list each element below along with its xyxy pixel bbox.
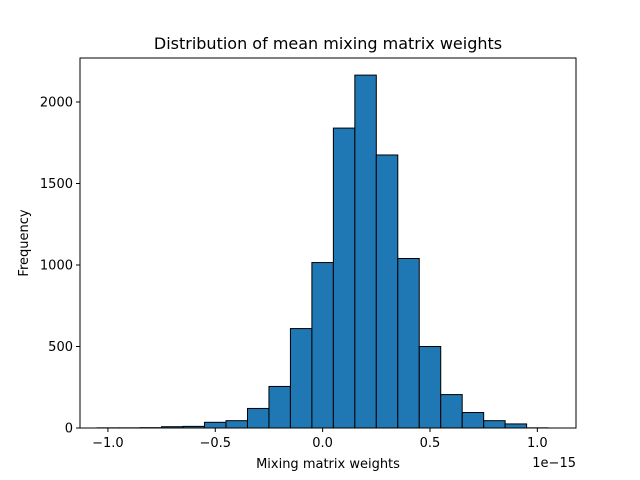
x-tick-label: 0.0 bbox=[312, 436, 333, 451]
y-tick-label: 500 bbox=[48, 340, 73, 355]
histogram-bar bbox=[483, 420, 506, 429]
chart-title: Distribution of mean mixing matrix weigh… bbox=[154, 34, 502, 53]
x-scale-offset-label: 1e−15 bbox=[532, 456, 576, 471]
x-tick-label: −0.5 bbox=[199, 436, 231, 451]
y-tick-label: 1500 bbox=[40, 177, 73, 192]
x-tick-label: −1.0 bbox=[92, 436, 124, 451]
histogram-bar bbox=[397, 257, 420, 429]
y-tick-label: 1000 bbox=[40, 259, 73, 274]
histogram-bar bbox=[375, 154, 399, 429]
y-tick-label: 0 bbox=[65, 422, 73, 437]
histogram-bar bbox=[461, 412, 485, 429]
y-tick-label: 2000 bbox=[40, 96, 73, 111]
histogram-bar bbox=[504, 423, 528, 429]
y-axis-label: Frequency bbox=[17, 209, 32, 276]
histogram-bar bbox=[332, 127, 356, 429]
histogram-bar bbox=[289, 328, 313, 429]
x-axis-ticks: −1.0 −0.5 0.0 0.5 1.0 bbox=[92, 428, 548, 451]
x-tick-label: 1.0 bbox=[527, 436, 548, 451]
histogram-bar bbox=[246, 407, 270, 429]
bars-group bbox=[96, 74, 549, 429]
y-axis-ticks: 0 500 1000 1500 2000 bbox=[40, 96, 80, 437]
histogram-bar bbox=[268, 385, 291, 429]
plot-frame bbox=[79, 57, 577, 429]
histogram-bar bbox=[311, 262, 334, 429]
histogram-bar bbox=[440, 394, 463, 429]
histogram-bar bbox=[225, 420, 248, 429]
x-tick-label: 0.5 bbox=[420, 436, 441, 451]
histogram-bar bbox=[354, 74, 377, 429]
histogram-bar bbox=[418, 346, 442, 429]
x-axis-label: Mixing matrix weights bbox=[256, 457, 400, 472]
histogram-bar bbox=[204, 421, 227, 429]
